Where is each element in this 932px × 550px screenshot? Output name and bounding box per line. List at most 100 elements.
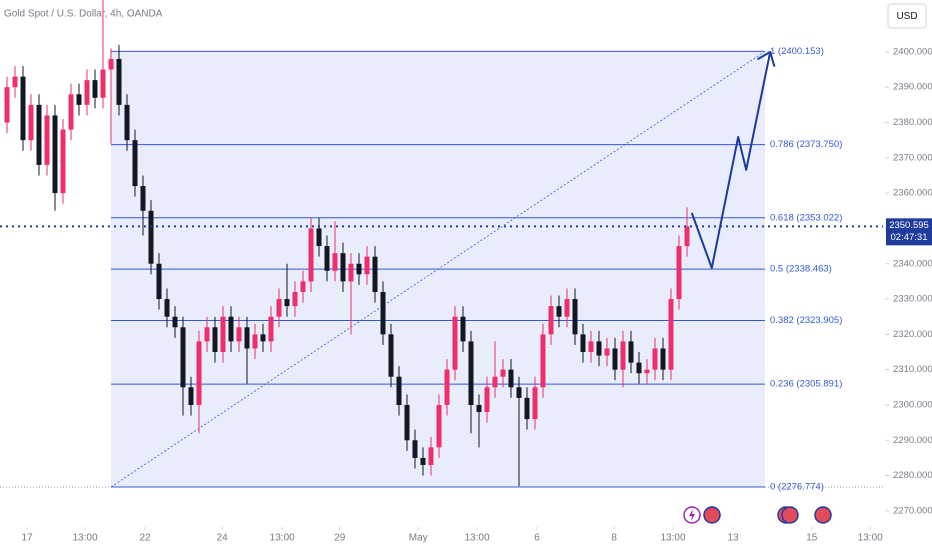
candle-body bbox=[236, 327, 242, 342]
fib-level-label: 0.382 (2323.905) bbox=[770, 315, 842, 326]
projection-arrowhead bbox=[757, 50, 776, 67]
fib-level-label: 0 (2276.774) bbox=[770, 481, 824, 492]
candle-body bbox=[428, 447, 434, 465]
x-tick-label: 15 bbox=[806, 533, 818, 544]
x-tick-label: 13:00 bbox=[464, 533, 489, 544]
candle-body bbox=[660, 348, 666, 370]
candle-body bbox=[340, 253, 346, 282]
candle-body bbox=[604, 348, 610, 356]
candle-body bbox=[668, 299, 674, 370]
candle-body bbox=[84, 80, 90, 105]
fib-level-label: 0.618 (2353.022) bbox=[770, 212, 842, 223]
event-icon[interactable] bbox=[814, 506, 832, 524]
candle-body bbox=[52, 115, 58, 194]
y-tick-label: 2390.000 bbox=[893, 82, 932, 93]
candle-body bbox=[172, 316, 178, 328]
y-tick-label: 2360.000 bbox=[893, 188, 932, 199]
candle-body bbox=[396, 376, 402, 405]
candle-body bbox=[484, 387, 490, 413]
candle-body bbox=[124, 104, 130, 141]
candle-body bbox=[412, 440, 418, 458]
candle-body bbox=[324, 246, 330, 271]
candle-body bbox=[364, 256, 370, 275]
candle-body bbox=[76, 94, 82, 105]
event-icon[interactable] bbox=[781, 506, 799, 524]
candle-body bbox=[284, 299, 290, 307]
chart-title: Gold Spot / U.S. Dollar, 4h, OANDA bbox=[4, 9, 163, 20]
fib-level-label: 0.5 (2338.463) bbox=[770, 264, 832, 275]
candle-body bbox=[252, 334, 258, 349]
y-tick-label: 2290.000 bbox=[893, 435, 932, 446]
candle-body bbox=[20, 76, 26, 141]
event-icon[interactable] bbox=[703, 506, 721, 524]
candle-body bbox=[580, 334, 586, 353]
candle-body bbox=[220, 316, 226, 353]
candle-body bbox=[204, 327, 210, 342]
candle-body bbox=[228, 316, 234, 342]
candle-body bbox=[12, 76, 18, 88]
candle-body bbox=[308, 228, 314, 282]
candle-body bbox=[596, 341, 602, 356]
candle-body bbox=[212, 327, 218, 353]
candle-body bbox=[508, 369, 514, 388]
event-icons bbox=[683, 506, 832, 524]
candle-body bbox=[132, 140, 138, 187]
x-tick-label: 13:00 bbox=[660, 533, 685, 544]
candle-body bbox=[156, 263, 162, 300]
x-tick-label: 8 bbox=[611, 533, 617, 544]
candle-body bbox=[572, 299, 578, 335]
candle-body bbox=[28, 104, 34, 141]
candle-body bbox=[460, 316, 466, 342]
candle-body bbox=[676, 246, 682, 300]
fib-level-label: 0.786 (2373.750) bbox=[770, 139, 842, 150]
candle-body bbox=[180, 327, 186, 388]
candle-body bbox=[444, 369, 450, 405]
candle-body bbox=[332, 253, 338, 271]
last-price-label: 2350.595 bbox=[889, 220, 929, 231]
candle-body bbox=[300, 281, 306, 292]
candle-body bbox=[548, 306, 554, 335]
candle-body bbox=[92, 80, 98, 98]
candle-body bbox=[4, 87, 10, 123]
candle-body bbox=[492, 376, 498, 388]
candle-body bbox=[628, 341, 634, 363]
candle-body bbox=[348, 263, 354, 282]
y-tick-label: 2270.000 bbox=[893, 505, 932, 516]
candle-body bbox=[516, 387, 522, 398]
candle-body bbox=[60, 129, 66, 194]
candle-body bbox=[140, 186, 146, 211]
y-tick-label: 2300.000 bbox=[893, 399, 932, 410]
y-tick-label: 2370.000 bbox=[893, 152, 932, 163]
candle-body bbox=[292, 291, 298, 307]
candle-body bbox=[452, 316, 458, 370]
x-tick-label: 22 bbox=[139, 533, 151, 544]
x-tick-label: 6 bbox=[534, 533, 540, 544]
candle-body bbox=[500, 369, 506, 377]
x-tick-label: 13 bbox=[727, 533, 739, 544]
candle-body bbox=[244, 327, 250, 349]
candle-body bbox=[420, 457, 426, 465]
candle-body bbox=[164, 299, 170, 317]
candle-body bbox=[612, 348, 618, 370]
candle-body bbox=[148, 210, 154, 264]
candle-body bbox=[652, 348, 658, 370]
candle-body bbox=[36, 104, 42, 165]
y-tick-label: 2310.000 bbox=[893, 364, 932, 375]
candle-body bbox=[356, 263, 362, 275]
candle-body bbox=[116, 58, 122, 105]
candle-body bbox=[388, 334, 394, 377]
currency-label: USD bbox=[896, 11, 917, 22]
x-tick-label: 24 bbox=[217, 533, 229, 544]
x-tick-label: 13:00 bbox=[72, 533, 97, 544]
candle-body bbox=[636, 362, 642, 374]
currency-button[interactable] bbox=[887, 3, 927, 29]
candle-body bbox=[380, 291, 386, 335]
x-tick-label: 29 bbox=[334, 533, 346, 544]
candle-body bbox=[260, 334, 266, 342]
projection-path bbox=[690, 51, 772, 269]
candle-body bbox=[196, 341, 202, 405]
candle-body bbox=[644, 369, 650, 374]
y-tick-label: 2320.000 bbox=[893, 329, 932, 340]
candle-body bbox=[188, 387, 194, 405]
